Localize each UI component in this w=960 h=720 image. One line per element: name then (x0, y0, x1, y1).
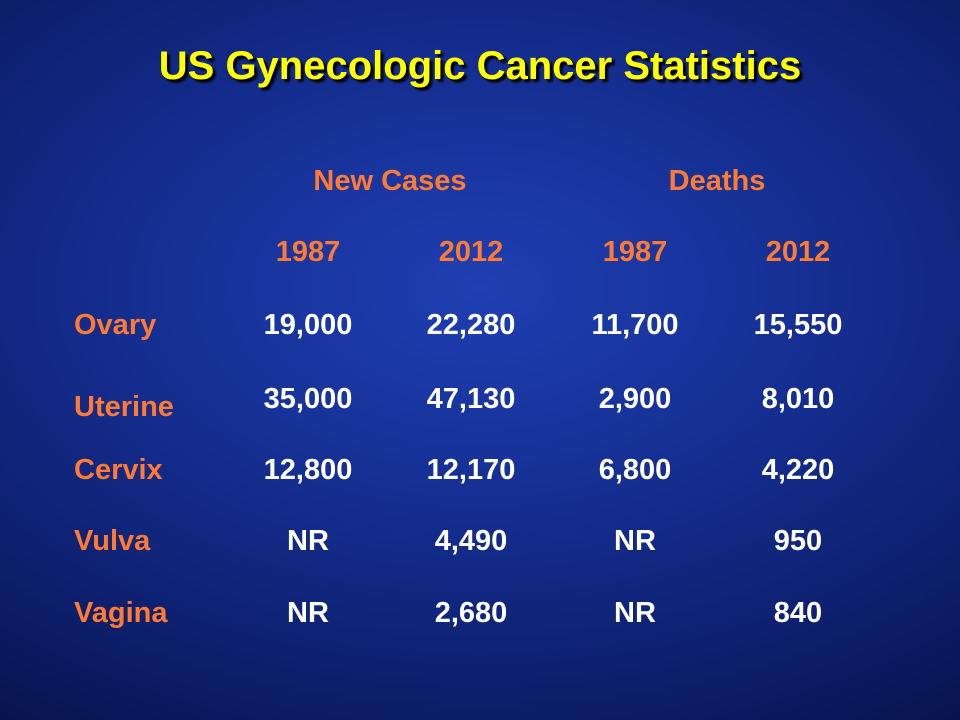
row-label: Uterine (74, 391, 174, 423)
slide-title: US Gynecologic Cancer Statistics (158, 44, 802, 88)
table-cell: 2,680 (434, 597, 508, 629)
table-cell: 12,170 (426, 454, 516, 486)
year-header: 2012 (438, 236, 504, 268)
table-cell: 35,000 (263, 383, 353, 415)
table-cell: NR (614, 597, 656, 629)
table-cell: NR (287, 597, 329, 629)
row-label: Vulva (74, 525, 151, 557)
row-label: Vagina (74, 597, 168, 629)
year-header: 1987 (275, 236, 341, 268)
table-cell: 19,000 (263, 309, 353, 341)
table-cell: 950 (773, 525, 823, 557)
table-cell: NR (287, 525, 329, 557)
table-cell: 840 (773, 597, 823, 629)
table-cell: 8,010 (761, 383, 835, 415)
year-header: 1987 (602, 236, 668, 268)
year-header: 2012 (765, 236, 831, 268)
group-header-deaths: Deaths (668, 165, 766, 197)
table-cell: 2,900 (598, 383, 672, 415)
table-cell: 11,700 (591, 309, 679, 341)
table-cell: 4,490 (434, 525, 508, 557)
group-header-new-cases: New Cases (313, 165, 467, 197)
table-cell: 22,280 (426, 309, 516, 341)
table-cell: 47,130 (426, 383, 516, 415)
table-cell: 4,220 (761, 454, 835, 486)
row-label: Ovary (74, 309, 157, 341)
table-cell: 6,800 (598, 454, 672, 486)
row-label: Cervix (74, 454, 163, 486)
table-cell: 12,800 (263, 454, 353, 486)
table-cell: NR (614, 525, 656, 557)
table-cell: 15,550 (753, 309, 843, 341)
